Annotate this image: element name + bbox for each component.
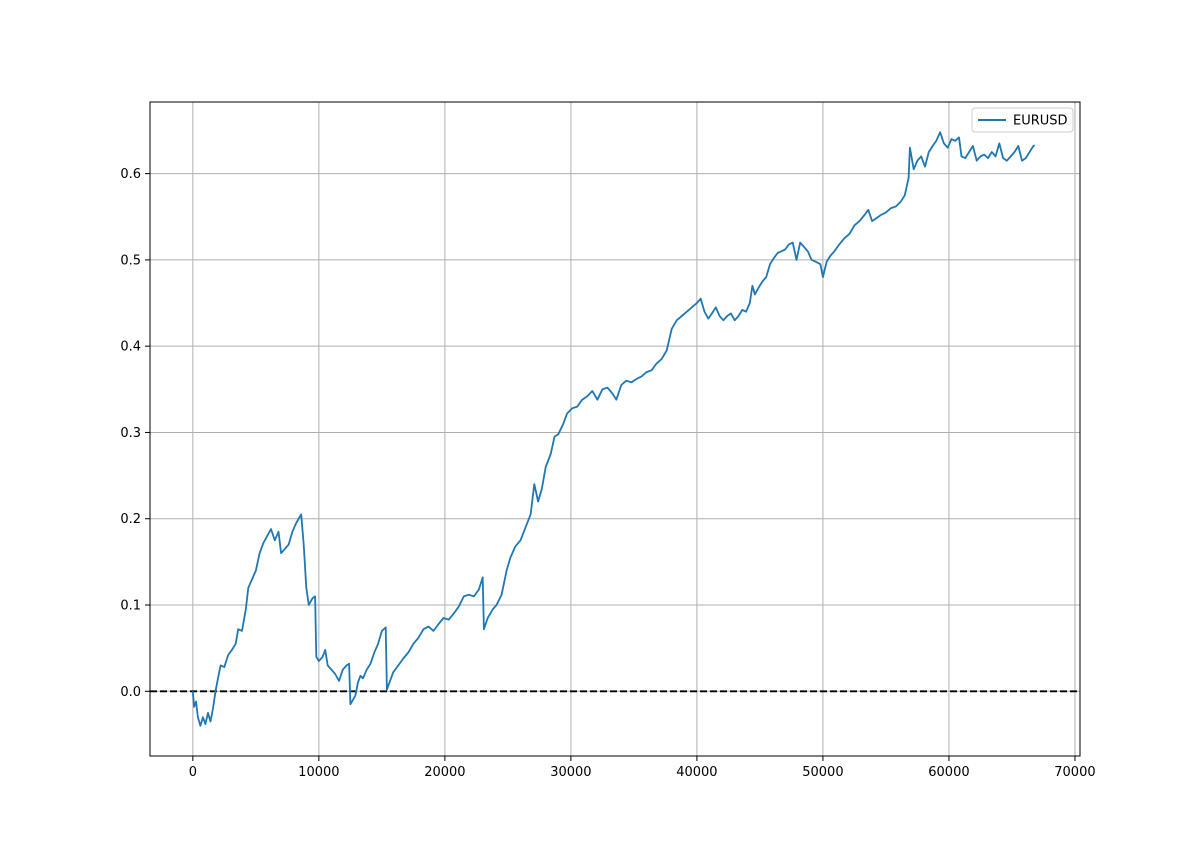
x-axis-ticks: 0 10000 20000 30000 40000 50000 60000 70000 [189,756,1096,780]
legend: EURUSD [971,107,1074,133]
series-layer [191,131,1036,727]
x-tick-label: 50000 [802,765,843,780]
y-tick-label: 0.3 [120,426,141,441]
legend-label-eurusd: EURUSD [1013,114,1068,129]
series-line-eurusd [191,131,1036,727]
x-tick-label: 70000 [1054,765,1095,780]
plot-frame [149,101,1081,757]
x-tick-label: 20000 [424,765,465,780]
y-tick-label: 0.4 [120,340,141,355]
legend-box [971,107,1074,133]
y-tick-label: 0.1 [120,599,141,614]
x-tick-label: 30000 [550,765,591,780]
y-axis-ticks: 0.0 0.1 0.2 0.3 0.4 0.5 0.6 [120,167,150,700]
x-tick-label: 40000 [676,765,717,780]
y-tick-label: 0.5 [120,253,141,268]
x-tick-label: 60000 [928,765,969,780]
y-tick-label: 0.2 [120,512,141,527]
x-tick-label: 10000 [298,765,339,780]
y-tick-label: 0.6 [120,167,141,182]
y-tick-label: 0.0 [120,685,141,700]
x-tick-label: 0 [189,765,197,780]
